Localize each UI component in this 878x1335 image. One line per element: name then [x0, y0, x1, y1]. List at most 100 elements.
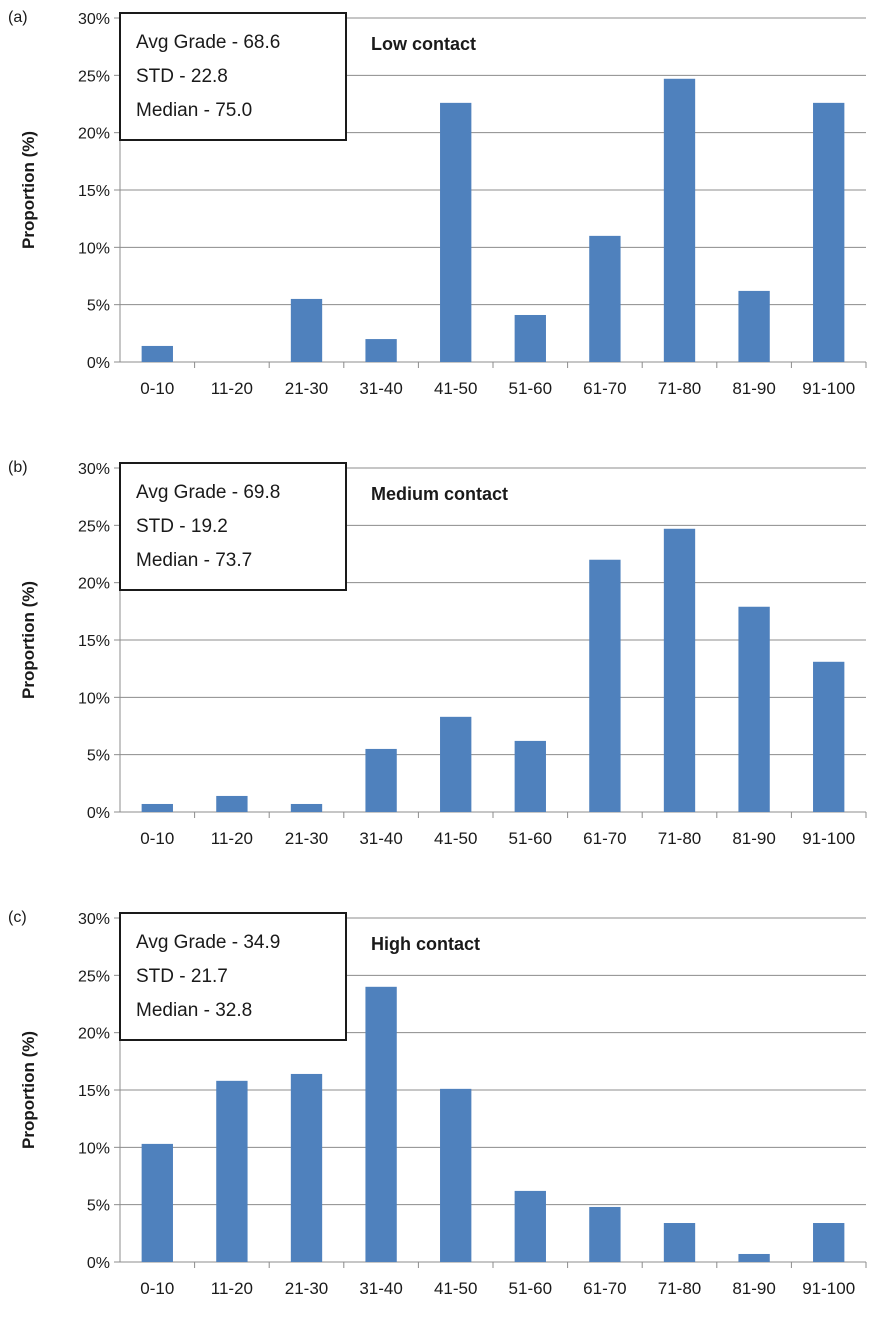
panel-label: (b)	[8, 459, 28, 476]
x-tick-label: 21-30	[285, 379, 328, 398]
bar	[365, 339, 397, 362]
bar	[514, 314, 546, 362]
stat-line: STD - 22.8	[136, 66, 228, 87]
chart-title: Low contact	[371, 34, 476, 54]
bar	[738, 606, 770, 812]
y-tick-label: 25%	[78, 968, 110, 985]
x-tick-label: 51-60	[509, 379, 552, 398]
y-tick-label: 5%	[87, 1198, 110, 1215]
stat-line: Avg Grade - 68.6	[136, 32, 280, 53]
stat-line: Avg Grade - 34.9	[136, 932, 280, 953]
y-tick-label: 10%	[78, 1140, 110, 1157]
x-tick-label: 91-100	[802, 829, 855, 848]
bar	[216, 795, 248, 812]
bar	[589, 559, 621, 812]
y-axis-label: Proportion (%)	[19, 131, 38, 249]
panel-label: (c)	[8, 909, 27, 926]
chart-title: High contact	[371, 934, 480, 954]
bar	[365, 986, 397, 1262]
stats-box	[119, 462, 347, 591]
y-tick-label: 20%	[78, 576, 110, 593]
stats-box	[119, 12, 347, 141]
x-tick-label: 91-100	[802, 1279, 855, 1298]
x-tick-label: 71-80	[658, 379, 701, 398]
y-tick-label: 10%	[78, 240, 110, 257]
y-axis-label: Proportion (%)	[19, 581, 38, 699]
y-tick-label: 25%	[78, 68, 110, 85]
chart-title: Medium contact	[371, 484, 508, 504]
y-tick-label: 5%	[87, 748, 110, 765]
y-tick-label: 15%	[78, 633, 110, 650]
x-tick-label: 31-40	[359, 379, 402, 398]
x-tick-label: 41-50	[434, 1279, 477, 1298]
x-tick-label: 61-70	[583, 829, 626, 848]
figure: 0% 5% 10% 15% 20% 25% 30% 0-10 11-20 21-30 31-40 41…	[8, 9, 867, 1298]
chart-panel-a: 0% 5% 10% 15% 20% 25% 30% 0-10 11-20 21-30 31-40 41…	[8, 9, 867, 398]
x-tick-label: 11-20	[211, 1279, 253, 1298]
x-tick-label: 21-30	[285, 829, 328, 848]
x-tick-label: 51-60	[509, 829, 552, 848]
stat-line: Median - 32.8	[136, 1000, 252, 1021]
y-tick-label: 30%	[78, 911, 110, 928]
y-tick-label: 15%	[78, 1083, 110, 1100]
stat-line: STD - 21.7	[136, 966, 228, 987]
stat-line: Avg Grade - 69.8	[136, 482, 280, 503]
y-tick-label: 0%	[87, 1255, 110, 1272]
y-tick-label: 10%	[78, 690, 110, 707]
x-tick-label: 0-10	[140, 379, 174, 398]
bar	[813, 102, 845, 362]
x-tick-label: 81-90	[732, 1279, 775, 1298]
bar	[589, 1206, 621, 1262]
panel-label: (a)	[8, 9, 28, 26]
stat-line: Median - 75.0	[136, 100, 252, 121]
x-tick-label: 71-80	[658, 1279, 701, 1298]
stats-box	[119, 912, 347, 1041]
x-tick-label: 61-70	[583, 1279, 626, 1298]
bar	[290, 803, 323, 812]
bar	[663, 1223, 696, 1262]
x-tick-label: 11-20	[211, 829, 253, 848]
bar	[738, 1253, 770, 1262]
x-tick-label: 91-100	[802, 379, 855, 398]
x-tick-label: 41-50	[434, 379, 477, 398]
x-tick-label: 0-10	[140, 829, 174, 848]
x-tick-label: 0-10	[140, 1279, 174, 1298]
x-tick-label: 31-40	[359, 829, 402, 848]
y-tick-label: 20%	[78, 126, 110, 143]
bar	[589, 235, 621, 362]
stat-line: Median - 73.7	[136, 550, 252, 571]
y-tick-label: 0%	[87, 355, 110, 372]
bar	[813, 1223, 845, 1262]
x-tick-label: 61-70	[583, 379, 626, 398]
chart-panel-b: 0% 5% 10% 15% 20% 25% 30% 0-10 11-20 21-30 31-40 41…	[8, 459, 867, 848]
x-tick-label: 11-20	[211, 379, 253, 398]
y-tick-label: 0%	[87, 805, 110, 822]
stat-line: STD - 19.2	[136, 516, 228, 537]
y-tick-label: 5%	[87, 298, 110, 315]
y-axis-label: Proportion (%)	[19, 1031, 38, 1149]
x-tick-label: 51-60	[509, 1279, 552, 1298]
x-tick-label: 31-40	[359, 1279, 402, 1298]
x-tick-label: 21-30	[285, 1279, 328, 1298]
y-tick-label: 30%	[78, 461, 110, 478]
x-tick-label: 81-90	[732, 379, 775, 398]
bar	[440, 1088, 472, 1262]
y-tick-label: 25%	[78, 518, 110, 535]
x-tick-label: 81-90	[732, 829, 775, 848]
bar	[813, 661, 845, 812]
x-tick-label: 71-80	[658, 829, 701, 848]
bar	[290, 298, 323, 362]
bar	[365, 748, 397, 812]
bar	[141, 803, 173, 812]
y-tick-label: 30%	[78, 11, 110, 28]
bar	[141, 345, 173, 362]
bar	[440, 102, 472, 362]
bar	[738, 290, 770, 362]
bar	[440, 716, 472, 812]
bar	[514, 740, 546, 812]
bar	[141, 1143, 173, 1262]
bar	[290, 1073, 323, 1262]
bar	[216, 1080, 248, 1262]
chart-panel-c: 0% 5% 10% 15% 20% 25% 30% 0-10 11-20 21-30 31-40 41…	[8, 909, 867, 1298]
y-tick-label: 20%	[78, 1026, 110, 1043]
